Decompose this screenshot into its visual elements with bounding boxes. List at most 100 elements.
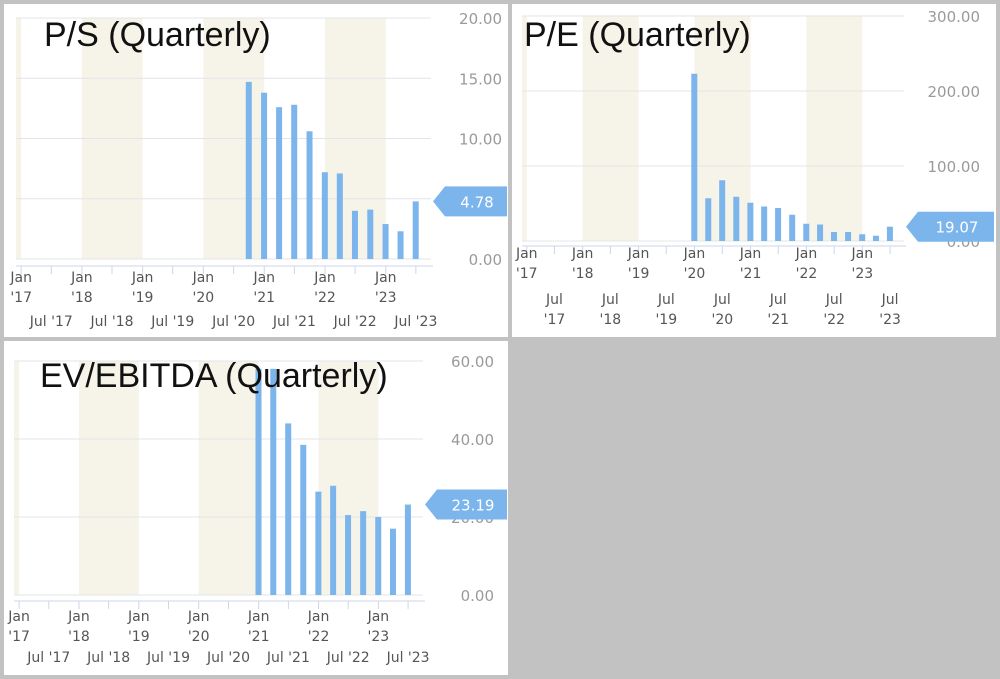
pe-bar (872, 235, 879, 241)
ps-y-tick-label: 15.00 (459, 70, 502, 88)
ev-x-label-jan: Jan '23 (367, 609, 390, 645)
ev-bar (389, 528, 396, 595)
ev-shaded-band (198, 361, 259, 595)
pe-x-label-jan: Jan '22 (795, 246, 818, 282)
ps-chart-title: P/S (Quarterly) (44, 16, 271, 54)
pe-x-label-jul: Jul '21 (767, 292, 789, 328)
pe-x-label-jul: Jul '17 (544, 292, 566, 328)
ps-bar (336, 173, 343, 259)
ps-x-label-jan: Jan '21 (252, 270, 275, 306)
ps-bar (276, 107, 283, 259)
ev-shaded-band (78, 361, 139, 595)
ev-ebitda-chart-panel: EV/EBITDA (Quarterly) 0.0020.0040.0060.0… (4, 341, 508, 675)
pe-y-tick-label: 300.00 (928, 8, 981, 26)
pe-bar (831, 232, 838, 241)
ev-bar (330, 485, 337, 595)
ps-x-label-jan: Jan '23 (374, 270, 397, 306)
ev-y-tick-label: 40.00 (451, 431, 494, 449)
pe-bar (886, 226, 893, 241)
ps-bar (291, 104, 298, 259)
ev-bar (285, 423, 292, 595)
ps-current-value-flag (433, 186, 507, 217)
ev-bar (255, 368, 262, 595)
pe-y-tick-label: 200.00 (928, 83, 981, 101)
ps-x-label-jan: Jan '17 (9, 270, 32, 306)
ps-y-tick-label: 0.00 (469, 251, 502, 269)
pe-bar (747, 202, 754, 241)
ps-x-label-jul: Jul '22 (333, 314, 377, 330)
ps-bar (367, 209, 374, 259)
ev-x-label-jan: Jan '22 (307, 609, 330, 645)
ev-ebitda-chart-title: EV/EBITDA (Quarterly) (40, 357, 388, 395)
ev-x-label-jul: Jul '17 (26, 650, 70, 666)
ev-y-tick-label: 0.00 (461, 587, 494, 605)
ps-y-tick-label: 10.00 (459, 131, 502, 149)
pe-bar (845, 232, 852, 241)
ev-bar (315, 491, 322, 595)
pe-x-label-jan: Jan '18 (571, 246, 594, 282)
ps-chart-panel: P/S (Quarterly) 0.00 10.00 15.00 20.00 Jan '1… (4, 4, 508, 337)
ev-x-label-jan: Jan '21 (247, 609, 270, 645)
pe-x-label-jan: Jan '21 (739, 246, 762, 282)
ev-bar (345, 515, 352, 595)
pe-bar (719, 180, 726, 241)
pe-shaded-band (522, 16, 527, 241)
ps-bar (321, 172, 328, 259)
ev-x-label-jul: Jul '18 (86, 650, 130, 666)
ev-bar (300, 444, 307, 595)
ev-bar (404, 504, 411, 595)
pe-chart-panel: P/E (Quarterly) 0.00 100.00 200.00 300.00 Ja… (512, 4, 996, 337)
ev-x-label-jan: Jan '19 (127, 609, 150, 645)
ev-x-label-jul: Jul '20 (206, 650, 250, 666)
ev-shaded-band (14, 361, 20, 595)
ps-x-label-jul: Jul '18 (90, 314, 134, 330)
pe-bar (733, 196, 740, 241)
ps-bar (306, 131, 313, 259)
ev-bar (270, 368, 277, 595)
pe-x-label-jul: Jul '19 (655, 292, 677, 328)
ps-y-tick-label: 20.00 (459, 10, 502, 28)
ps-bar (351, 210, 358, 259)
ps-chart-svg: 0.00 10.00 15.00 20.00 Jan '17 Jul '17 Jan '18 Ju… (9, 10, 507, 330)
pe-shaded-band (582, 16, 639, 241)
ps-bar (261, 92, 268, 260)
ev-current-value-label: 23.19 (452, 497, 495, 515)
pe-bar (859, 234, 866, 241)
ps-current-value-label: 4.78 (460, 193, 493, 211)
pe-shaded-band (806, 16, 863, 241)
pe-bar (803, 223, 810, 241)
pe-current-value-flag (906, 211, 994, 242)
pe-x-label-jan: Jan '19 (627, 246, 650, 282)
pe-x-label-jul: Jul '22 (823, 292, 845, 328)
ev-x-label-jan: Jan '20 (187, 609, 210, 645)
ps-bar (412, 201, 419, 259)
empty-panel (512, 341, 996, 675)
pe-chart-title: P/E (Quarterly) (524, 16, 751, 54)
ps-x-label-jul: Jul '21 (272, 314, 316, 330)
ev-x-label-jul: Jul '19 (146, 650, 190, 666)
ps-x-label-jan: Jan '18 (70, 270, 93, 306)
ev-x-label-jan: Jan '17 (7, 609, 30, 645)
ps-bar (245, 81, 252, 260)
pe-current-value-label: 19.07 (936, 219, 979, 237)
ev-y-tick-label: 60.00 (451, 353, 494, 371)
ps-x-label-jul: Jul '20 (211, 314, 255, 330)
pe-x-label-jul: Jul '23 (879, 292, 901, 328)
ps-bar (397, 231, 404, 259)
ps-x-label-jan: Jan '22 (313, 270, 336, 306)
pe-x-label-jan: Jan '23 (851, 246, 874, 282)
ev-bar (375, 517, 382, 595)
pe-bar (775, 208, 782, 241)
ps-x-label-jul: Jul '17 (29, 314, 73, 330)
pe-x-label-jul: Jul '18 (600, 292, 622, 328)
ps-x-label-jul: Jul '23 (393, 314, 437, 330)
ev-x-label-jul: Jul '22 (326, 650, 370, 666)
ps-x-label-jul: Jul '19 (150, 314, 194, 330)
pe-bar (817, 224, 824, 241)
ev-x-label-jan: Jan '18 (67, 609, 90, 645)
pe-bar (691, 73, 698, 241)
ev-x-label-jul: Jul '21 (266, 650, 310, 666)
pe-bar (789, 214, 796, 241)
